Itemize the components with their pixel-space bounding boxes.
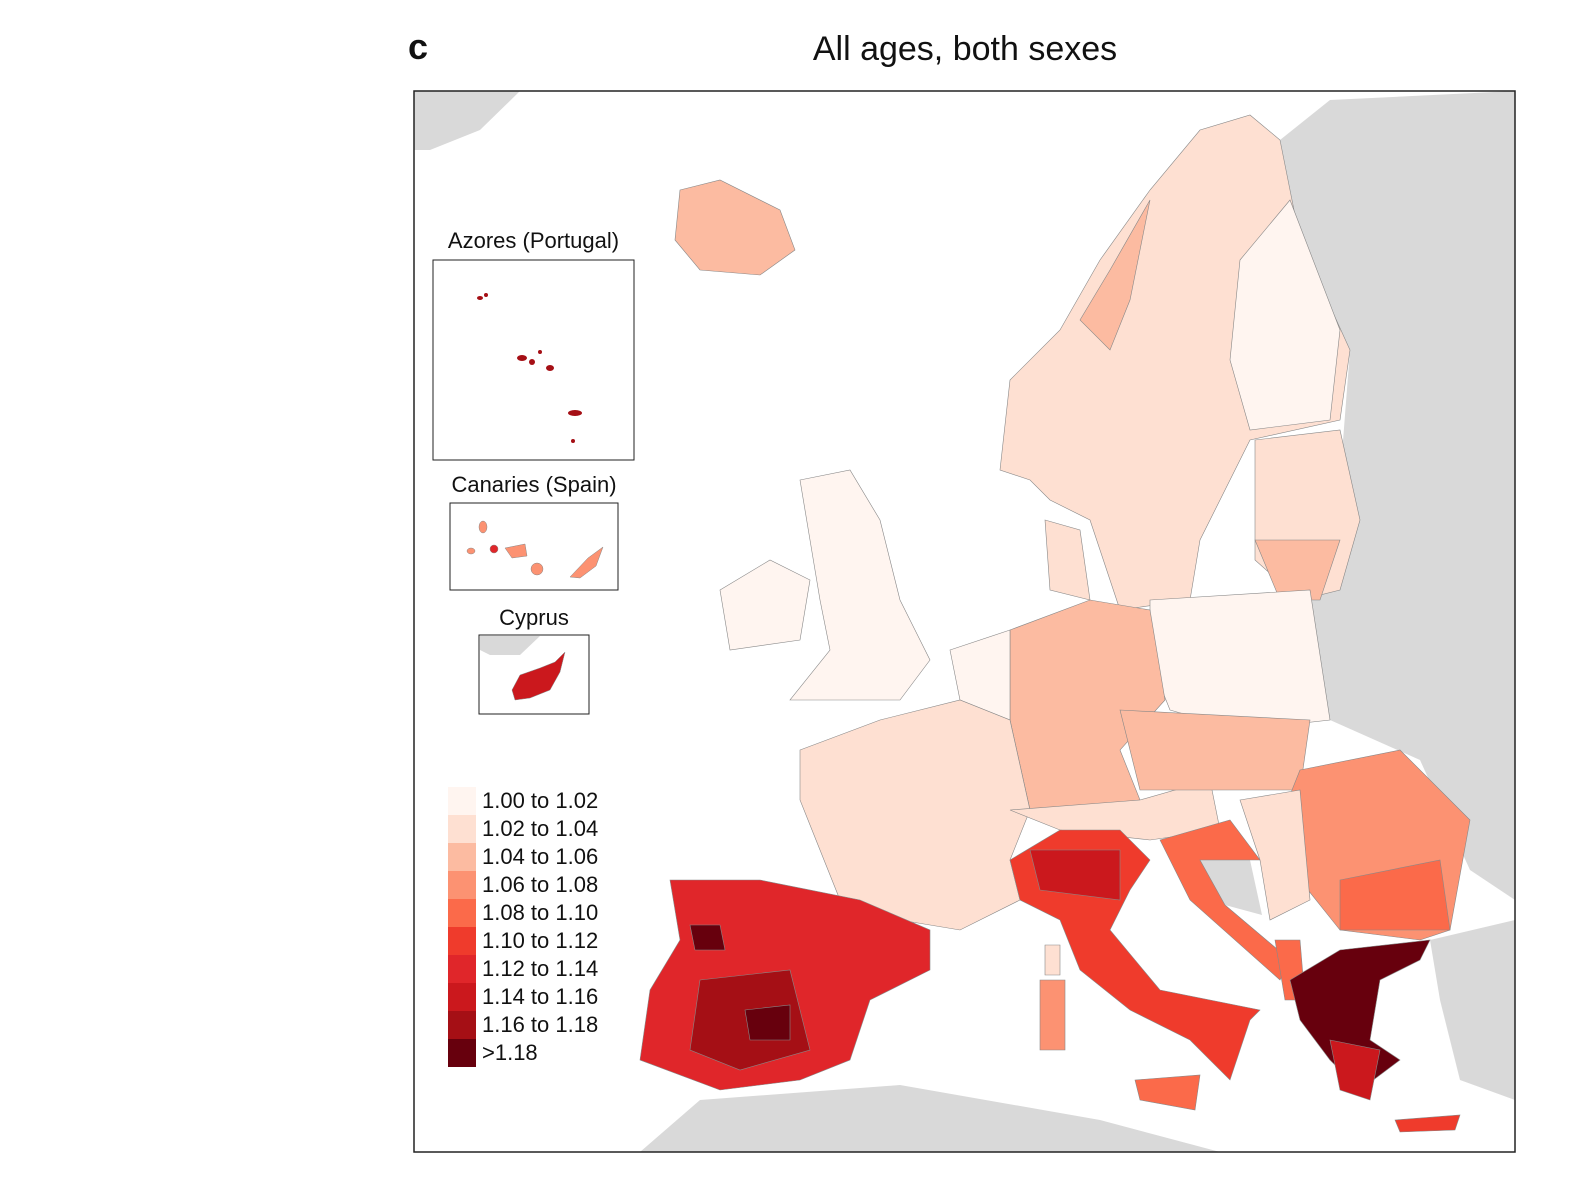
region-croatia [1159,819,1291,981]
region-turkey [1430,920,1515,1100]
region-poland [1149,589,1331,731]
legend-item: 1.10 to 1.12 [448,927,598,955]
azores-islands [477,293,582,443]
legend-item: 1.00 to 1.02 [448,787,598,815]
region-madrid [744,1004,791,1041]
region-russia [1280,91,1515,900]
legend-swatch [448,1039,476,1067]
inset-label-cyprus: Cyprus [499,605,569,630]
legend-swatch [448,927,476,955]
region-serbia [1239,789,1311,921]
legend-item: 1.08 to 1.10 [448,899,598,927]
legend-item: 1.16 to 1.18 [448,1011,598,1039]
region-north-africa [640,1085,1220,1152]
region-north-italy [1029,849,1121,901]
legend-swatch [448,1011,476,1039]
region-uk [789,469,931,701]
region-castile [689,924,726,951]
region-lithuania [1254,539,1341,601]
legend-swatch [448,787,476,815]
legend-swatch [448,983,476,1011]
legend-item: 1.14 to 1.16 [448,983,598,1011]
region-norway-coast [1079,199,1151,351]
region-finland [1229,199,1341,431]
legend-item: 1.04 to 1.06 [448,843,598,871]
legend: 1.00 to 1.02 1.02 to 1.04 1.04 to 1.06 1… [448,787,598,1067]
region-sicily [1134,1074,1201,1111]
region-greenland [414,91,520,150]
legend-item: 1.12 to 1.14 [448,955,598,983]
region-central-europe [1119,709,1311,791]
cyprus-shape [511,651,566,701]
inset-canaries-frame [449,502,619,591]
legend-swatch [448,899,476,927]
region-iceland [674,179,796,276]
region-denmark [1044,519,1091,601]
inset-label-canaries: Canaries (Spain) [451,472,617,497]
region-greece [1289,939,1431,1091]
legend-swatch [448,871,476,899]
legend-swatch [448,815,476,843]
legend-item: 1.02 to 1.04 [448,815,598,843]
panel-letter: c [408,26,429,67]
region-sardinia [1039,979,1066,1051]
region-bulgaria [1339,859,1451,931]
map-title: All ages, both sexes [812,30,1118,68]
region-ireland [719,559,811,651]
map-frame [413,90,1516,1153]
legend-item: >1.18 [448,1039,598,1067]
legend-swatch [448,955,476,983]
legend-item: 1.06 to 1.08 [448,871,598,899]
region-corsica [1044,944,1061,976]
legend-swatch [448,843,476,871]
region-peloponnese [1329,1039,1381,1101]
canaries-islands [466,520,604,579]
region-bosnia [1200,860,1262,915]
region-crete [1394,1114,1461,1133]
inset-label-azores: Azores (Portugal) [447,228,620,253]
